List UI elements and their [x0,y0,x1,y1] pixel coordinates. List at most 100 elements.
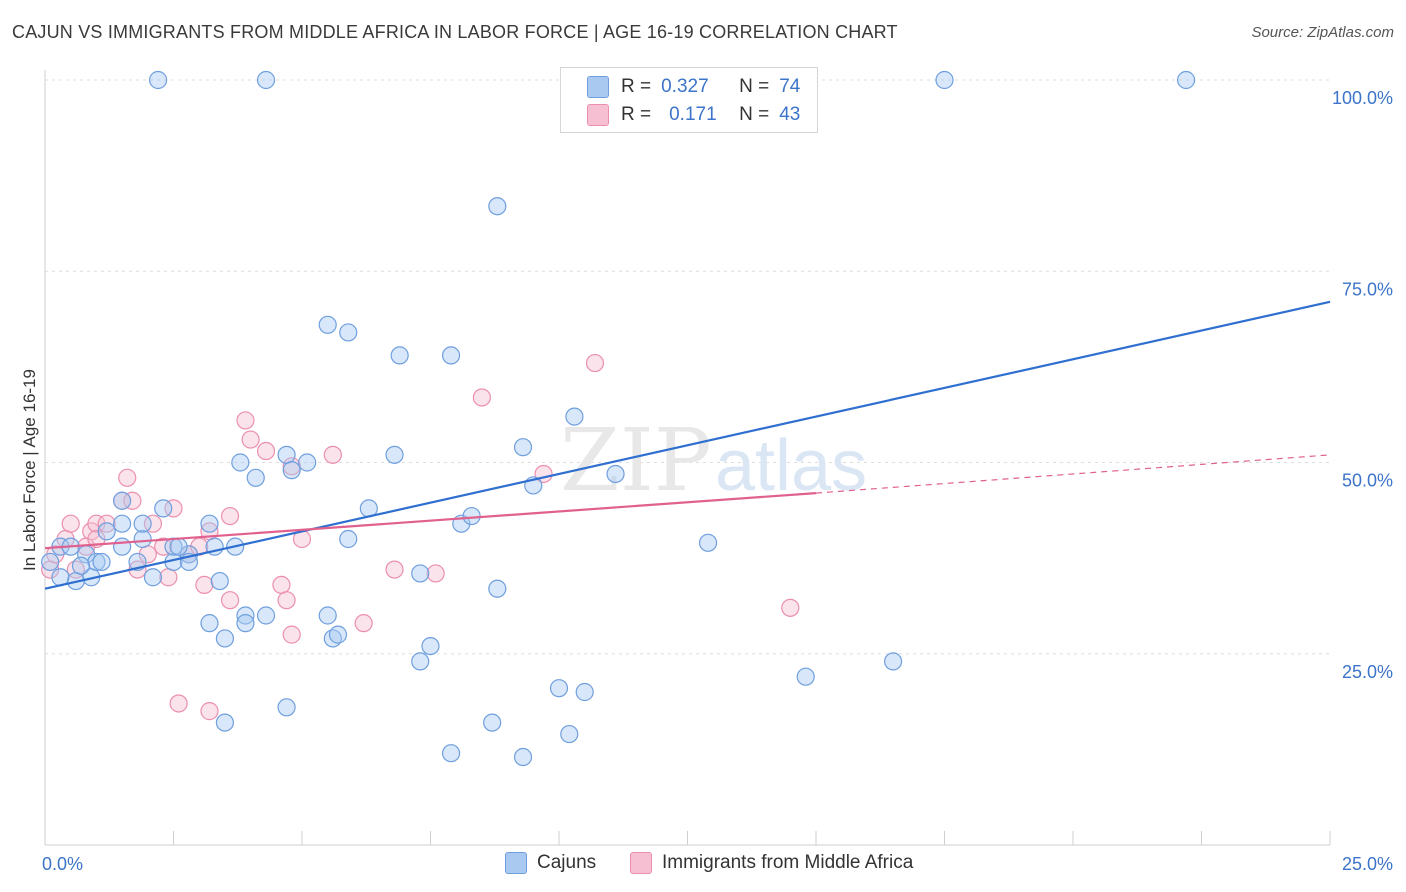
y-tick-label-2: 50.0% [1342,471,1393,491]
watermark-zip: ZIP [560,411,712,511]
cajun-point-69 [148,70,168,90]
legend-row-africa: R = 0.171 N = 43 [587,102,800,128]
cajun-point-45 [411,564,430,583]
y-tick-label-0: 100.0% [1332,88,1393,108]
cajun-point-65 [883,652,903,671]
cajun-point-67 [1176,70,1196,90]
cajun-point-52 [483,713,502,732]
africa-point-24 [272,575,291,595]
africa-point-37 [169,694,188,713]
trend-line-africa [44,492,817,550]
cajun-point-24 [231,453,250,472]
cajun-point-38 [328,625,348,644]
cajun-point-50 [462,506,481,526]
africa-point-19 [220,591,240,610]
x-tick-label-min: 0.0% [42,854,83,874]
cajun-point-31 [246,468,265,487]
cajun-point-61 [606,464,625,484]
cajun-point-41 [339,529,358,549]
cajun-point-51 [488,579,507,598]
cajun-point-18 [200,514,219,533]
cajun-point-66 [935,70,954,90]
legend-n-value: 74 [779,76,801,97]
legend-r-label: R = [621,104,652,125]
cajun-point-39 [318,315,337,334]
africa-point-38 [200,702,219,721]
cajun-point-59 [575,682,594,702]
bottom-legend-label-africa: Immigrants from Middle Africa [662,852,914,873]
legend-row-cajuns: R = 0.327 N = 74 [587,74,800,100]
chart-title: CAJUN VS IMMIGRANTS FROM MIDDLE AFRICA I… [12,22,898,42]
y-tick-label-1: 75.0% [1342,279,1393,299]
africa-point-14 [159,568,178,587]
cajun-point-70 [215,713,234,732]
cajun-point-29 [236,614,255,633]
y-tick-label-3: 25.0% [1342,662,1393,682]
cajun-point-55 [513,438,533,457]
cajun-point-68 [256,70,276,90]
cajun-point-62 [513,747,533,767]
africa-point-33 [472,388,491,407]
cajun-point-63 [698,533,718,552]
cajun-point-27 [215,629,234,648]
africa-point-22 [241,430,260,449]
series-cajuns [41,70,1196,767]
cajun-point-30 [256,606,276,625]
trend-line-africa-extension [815,454,1331,494]
africa-point-30 [354,614,373,633]
legend-n-value: 43 [779,104,801,125]
africa-point-8 [118,468,137,487]
bottom-legend-swatch-cajuns [505,852,527,874]
cajun-point-7 [71,556,91,575]
cajun-point-28 [236,606,255,625]
gridlines [45,79,1330,655]
cajun-point-21 [112,491,132,510]
africa-point-21 [236,411,255,430]
africa-point-31 [385,560,404,579]
cajun-point-35 [277,698,296,717]
cajun-point-54 [488,197,507,216]
cajun-point-33 [282,461,301,480]
x-tick-label-max: 25.0% [1342,854,1393,874]
legend-swatch-africa [587,104,609,126]
trend-lines [44,300,1331,590]
cajun-point-14 [143,568,163,587]
cajun-point-73 [92,552,111,572]
cajun-point-60 [560,724,579,744]
axes [44,70,1331,846]
cajun-point-36 [318,606,337,625]
africa-point-23 [256,441,276,461]
africa-point-27 [282,625,301,644]
legend-r-label: R = [621,76,652,97]
cajun-point-8 [97,522,116,541]
watermark: ZIP atlas [560,411,867,511]
cajun-point-34 [298,453,317,472]
cajun-point-48 [441,346,461,365]
africa-point-36 [781,598,800,617]
africa-point-29 [323,445,342,464]
legend: R = 0.327 N = 74 R = 0.171 N = 43 [560,67,818,133]
bottom-legend-africa: Immigrants from Middle Africa [630,852,913,874]
africa-point-25 [282,457,301,476]
africa-point-32 [426,564,445,583]
cajun-point-58 [565,407,584,426]
africa-point-35 [585,353,605,373]
cajun-point-53 [441,744,461,763]
bottom-legend-label-cajuns: Cajuns [537,852,597,873]
cajun-point-20 [154,499,173,518]
legend-r-value: 0.171 [669,104,717,125]
tick-labels: 100.0% 75.0% 50.0% 25.0% 0.0% 25.0% [42,88,1393,874]
bottom-legend-swatch-africa [630,852,652,874]
africa-point-15 [164,499,183,518]
cajun-point-0 [41,552,60,572]
cajun-point-57 [549,679,569,698]
africa-point-13 [154,537,173,556]
africa-point-26 [277,591,296,610]
cajun-point-72 [210,571,229,591]
cajun-point-44 [390,346,409,365]
africa-point-12 [143,514,163,533]
africa-point-20 [220,506,240,526]
africa-point-5 [87,514,106,533]
cajun-point-9 [112,537,132,556]
